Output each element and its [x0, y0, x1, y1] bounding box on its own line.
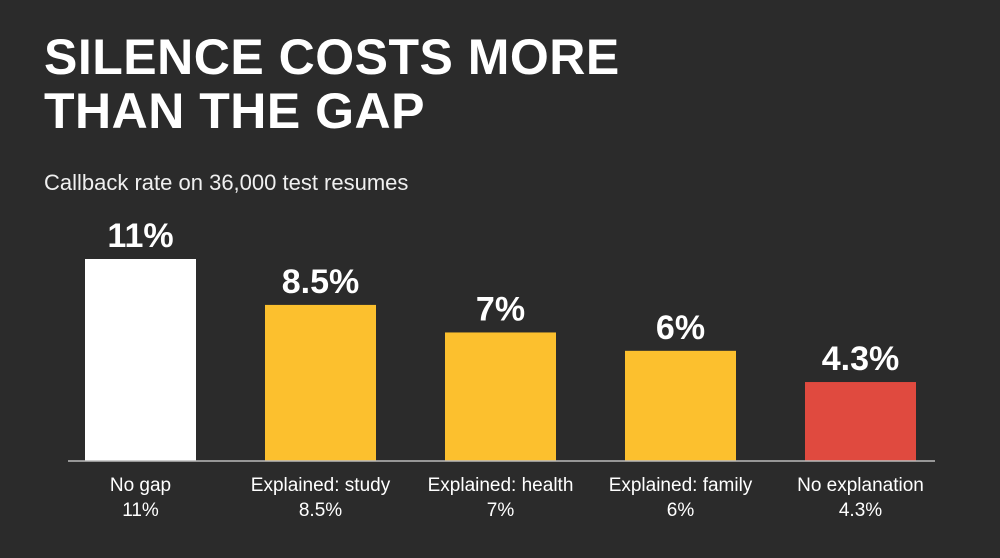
category-value-label: 7%: [487, 500, 515, 521]
bar: [805, 382, 916, 461]
bar: [265, 304, 376, 461]
category-label: Explained: health: [428, 475, 574, 496]
bar-value-label: 6%: [656, 309, 705, 347]
bar: [445, 332, 556, 461]
bar-value-label: 4.3%: [822, 340, 900, 378]
category-label: Explained: family: [609, 475, 753, 496]
bar-value-label: 7%: [476, 290, 525, 328]
category-label: Explained: study: [251, 475, 391, 496]
category-value-label: 11%: [122, 500, 159, 521]
bar: [625, 350, 736, 461]
category-value-label: 6%: [667, 500, 695, 521]
chart-subtitle: Callback rate on 36,000 test resumes: [44, 170, 409, 195]
bar: [85, 259, 196, 461]
bar-value-label: 11%: [107, 217, 173, 255]
category-label: No explanation: [797, 475, 924, 496]
category-value-label: 8.5%: [299, 500, 342, 521]
category-value-label: 4.3%: [839, 500, 882, 521]
chart-title: SILENCE COSTS MORE THAN THE GAP: [44, 29, 620, 139]
category-label: No gap: [110, 475, 171, 496]
bar-value-label: 8.5%: [282, 263, 360, 301]
